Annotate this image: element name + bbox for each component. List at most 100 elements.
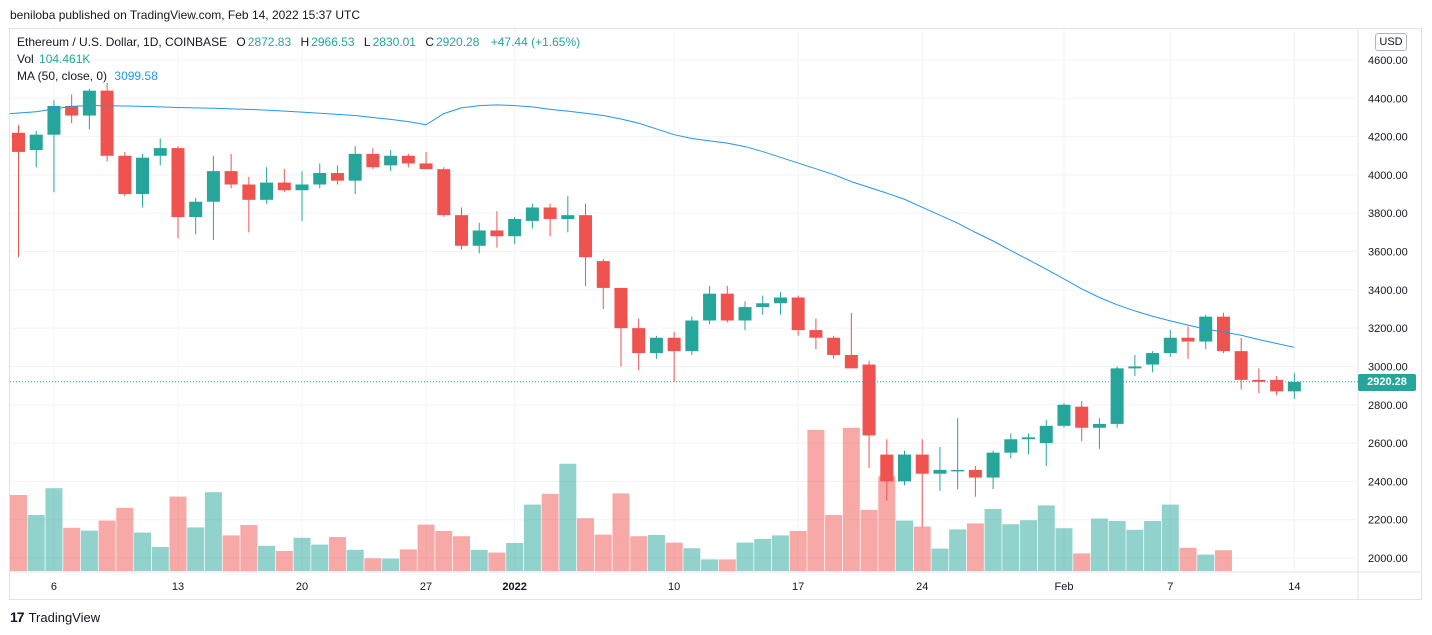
y-tick-label: 4400.00 xyxy=(1368,93,1408,105)
candle-body xyxy=(277,182,291,191)
legend-close-label: C xyxy=(425,35,434,49)
y-tick-label: 4200.00 xyxy=(1368,132,1408,144)
legend-vol-label: Vol xyxy=(17,52,34,66)
legend-open: 2872.83 xyxy=(247,35,292,49)
candle-body xyxy=(82,90,96,116)
y-axis-labels: 4600.00 4400.00 4200.00 4000.00 3800.00 3600.… xyxy=(1368,55,1408,565)
candle-body xyxy=(65,105,79,116)
candle-body xyxy=(313,173,327,185)
legend-open-label: O xyxy=(236,35,246,49)
candle-body xyxy=(525,207,539,221)
volume-bar xyxy=(63,527,81,571)
volume-bar xyxy=(577,518,595,571)
ma-50-line xyxy=(9,104,1295,348)
candle-body xyxy=(366,153,380,168)
legend-ma-value: 3099.58 xyxy=(114,69,158,83)
candle-body xyxy=(189,201,203,218)
tradingview-brand[interactable]: 17 TradingView xyxy=(10,609,100,625)
volume-bar xyxy=(488,552,506,571)
volume-bar xyxy=(364,558,382,571)
volume-bar xyxy=(523,504,541,571)
volume-bar xyxy=(116,507,134,571)
candle-body xyxy=(419,163,433,170)
y-tick-label: 4600.00 xyxy=(1368,55,1408,67)
volume-bar xyxy=(80,530,98,571)
candle-body xyxy=(1057,404,1071,426)
candle-body xyxy=(330,173,344,181)
x-tick-label: 7 xyxy=(1167,581,1173,593)
volume-bar xyxy=(1126,529,1144,571)
candle-body xyxy=(1163,337,1177,354)
legend-close: 2920.28 xyxy=(436,35,480,49)
candle-body xyxy=(791,297,805,331)
tradingview-logo-icon: 17 xyxy=(10,609,25,625)
volume-bar xyxy=(966,523,984,571)
x-tick-label: 20 xyxy=(296,581,308,593)
publisher-line: beniloba published on TradingView.com, F… xyxy=(10,8,361,22)
volume-bar xyxy=(984,509,1002,571)
candle-body xyxy=(437,169,451,216)
candle-body xyxy=(561,215,575,219)
candle-body xyxy=(100,90,114,156)
candle-body xyxy=(1092,423,1106,428)
volume-bar xyxy=(470,549,488,571)
candle-body xyxy=(401,155,415,164)
chart-frame[interactable] xyxy=(9,28,1422,600)
volume-bar xyxy=(931,548,949,571)
candle-body xyxy=(1270,379,1284,392)
volume-bar xyxy=(647,535,665,571)
volume-bar xyxy=(1055,528,1073,571)
y-tick-label: 3400.00 xyxy=(1368,285,1408,297)
candle-body xyxy=(242,184,256,200)
volume-bar xyxy=(754,539,772,571)
currency-button[interactable]: USD xyxy=(1375,33,1407,51)
volume-bar xyxy=(701,559,719,571)
volume-bar xyxy=(913,526,931,571)
volume-bar xyxy=(204,492,222,571)
candle-body xyxy=(455,215,468,246)
candle-body xyxy=(171,148,185,218)
volume-bar xyxy=(842,427,860,571)
candle-body xyxy=(844,354,858,369)
candle-body xyxy=(1146,353,1160,365)
volume-bar xyxy=(1197,554,1215,571)
candle-body xyxy=(29,134,43,151)
candle-body xyxy=(1234,351,1248,380)
volume-bar xyxy=(630,536,648,571)
volume-bar xyxy=(169,496,187,571)
candle-body xyxy=(898,454,911,482)
legend-volume: Vol 104.461K xyxy=(17,52,96,66)
volume-bar xyxy=(896,520,913,571)
candle-body xyxy=(986,452,1000,478)
volume-bar xyxy=(240,525,258,571)
x-tick-label: 17 xyxy=(792,581,804,593)
volume-bar xyxy=(258,545,276,571)
grid-lines xyxy=(10,29,1357,572)
tradingview-brand-label: TradingView xyxy=(28,609,101,625)
volume-bar xyxy=(1037,505,1055,571)
candle-body xyxy=(384,155,398,166)
candle-body xyxy=(1287,381,1301,392)
candle-body xyxy=(880,454,894,482)
volume-bar xyxy=(1073,553,1091,571)
y-tick-label: 2400.00 xyxy=(1368,476,1408,488)
volume-bar xyxy=(612,493,630,571)
candle-body xyxy=(1022,437,1036,440)
x-tick-label: 2022 xyxy=(502,581,526,593)
volume-bar xyxy=(151,547,169,571)
volume-bar xyxy=(10,495,27,571)
volume-bar xyxy=(718,559,736,571)
volume-bar xyxy=(1214,550,1232,571)
candle-body xyxy=(773,297,787,304)
volume-bar xyxy=(346,549,364,571)
x-tick-label: 6 xyxy=(51,581,57,593)
legend-high-label: H xyxy=(300,35,310,49)
candle-body xyxy=(649,337,663,354)
volume-bar xyxy=(559,463,577,571)
x-tick-label: 13 xyxy=(172,581,184,593)
y-tick-label: 3600.00 xyxy=(1368,247,1408,259)
candle-body xyxy=(1128,366,1142,369)
candle-body xyxy=(596,261,610,288)
volume-bar xyxy=(1090,518,1108,571)
